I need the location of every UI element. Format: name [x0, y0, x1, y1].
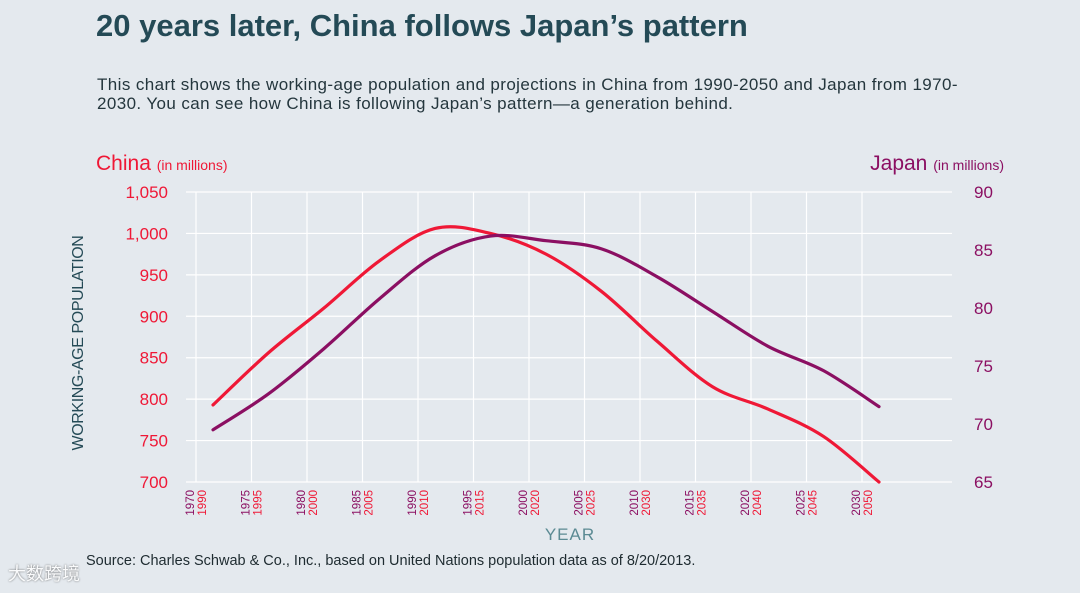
x-tick-japan: 1970	[185, 490, 197, 516]
y-tick-right: 85	[974, 241, 993, 260]
x-tick-japan: 1985	[352, 490, 364, 516]
x-tick-china: 2015	[475, 490, 487, 516]
x-tick-japan: 1995	[463, 490, 475, 516]
x-tick-china: 2010	[419, 490, 431, 516]
x-tick-japan: 2010	[629, 490, 641, 516]
chart-subtitle: This chart shows the working-age populat…	[97, 75, 958, 113]
y-tick-left: 1,000	[125, 224, 168, 243]
japan-axis-title: Japan (in millions)	[870, 152, 1004, 176]
china-axis-name: China	[96, 152, 151, 175]
y-tick-left: 950	[140, 266, 168, 285]
y-tick-left: 800	[140, 390, 168, 409]
china-axis-title: China (in millions)	[96, 152, 228, 176]
watermark-logo: 大数跨境	[8, 564, 80, 584]
y-tick-left: 700	[140, 473, 168, 492]
japan-series-line	[211, 233, 881, 432]
x-tick-japan: 1980	[296, 490, 308, 516]
x-tick-china: 2045	[808, 490, 820, 516]
x-axis-label: YEAR	[545, 525, 595, 544]
chart-title: 20 years later, China follows Japan’s pa…	[96, 8, 748, 43]
x-tick-japan: 2030	[851, 490, 863, 516]
x-tick-japan: 2025	[796, 490, 808, 516]
source-note: Source: Charles Schwab & Co., Inc., base…	[86, 553, 696, 569]
x-tick-china: 2040	[752, 490, 764, 516]
x-tick-china: 2005	[364, 490, 376, 516]
japan-axis-name: Japan	[870, 152, 928, 175]
china-axis-unit: (in millions)	[156, 157, 228, 173]
x-tick-japan: 2015	[685, 490, 697, 516]
x-tick-china: 2025	[586, 490, 598, 516]
china-series-line	[211, 225, 881, 484]
x-tick-japan: 2005	[574, 490, 586, 516]
x-tick-china: 2035	[697, 490, 709, 516]
x-tick-japan: 1990	[407, 490, 419, 516]
x-tick-japan: 2020	[740, 490, 752, 516]
y-tick-left: 750	[140, 432, 168, 451]
y-tick-right: 70	[974, 415, 993, 434]
x-tick-japan: 1975	[241, 490, 253, 516]
y-tick-right: 75	[974, 357, 993, 376]
y-tick-left: 1,050	[125, 183, 168, 202]
x-tick-china: 2020	[530, 490, 542, 516]
y-tick-right: 90	[974, 183, 993, 202]
x-tick-china: 2000	[308, 490, 320, 516]
x-tick-china: 2030	[641, 490, 653, 516]
japan-axis-unit: (in millions)	[933, 157, 1004, 173]
y-tick-left: 900	[140, 307, 168, 326]
y-tick-left: 850	[140, 349, 168, 368]
x-tick-japan: 2000	[518, 490, 530, 516]
x-tick-china: 1995	[253, 490, 265, 516]
y-tick-right: 65	[974, 473, 993, 492]
y-tick-right: 80	[974, 299, 993, 318]
x-tick-china: 1990	[197, 490, 209, 516]
x-tick-china: 2050	[863, 490, 875, 516]
